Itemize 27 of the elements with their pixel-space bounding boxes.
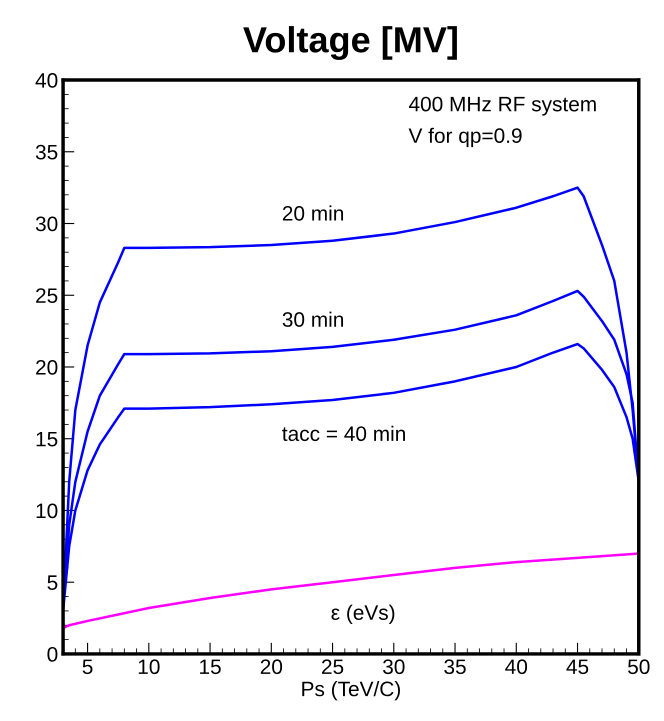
- y-tick-label: 0: [47, 646, 58, 662]
- y-tick-label: 10: [36, 503, 58, 518]
- x-tick-label: 45: [566, 660, 588, 674]
- chart-title: Voltage [MV]: [243, 26, 457, 60]
- x-tick-label: 10: [138, 659, 160, 674]
- x-tick-label: 15: [200, 660, 221, 674]
- x-tick-label: 20: [260, 659, 282, 674]
- x-axis-title: Ps (TeV/C): [302, 681, 400, 700]
- x-tick-label: 50: [628, 659, 650, 674]
- y-tick-label: 5: [47, 575, 58, 590]
- series-label: 20 min: [282, 205, 344, 221]
- series-label: ε (eVs): [331, 604, 394, 624]
- x-tick-label: 35: [444, 659, 466, 674]
- y-tick-label: 30: [36, 216, 58, 232]
- y-tick-label: 25: [36, 288, 58, 304]
- series-label: 30 min: [282, 312, 344, 327]
- annotation: 400 MHz RF system: [408, 96, 596, 116]
- x-tick-label: 5: [82, 660, 92, 674]
- y-tick-label: 35: [36, 144, 58, 160]
- y-tick-label: 40: [36, 73, 58, 88]
- y-tick-label: 20: [36, 360, 58, 375]
- annotation: V for qp=0.9: [408, 128, 522, 148]
- x-tick-label: 40: [505, 659, 528, 674]
- x-tick-label: 30: [383, 659, 405, 674]
- series-label: tacc = 40 min: [282, 426, 405, 442]
- x-tick-label: 25: [322, 659, 344, 674]
- y-tick-label: 15: [36, 432, 58, 446]
